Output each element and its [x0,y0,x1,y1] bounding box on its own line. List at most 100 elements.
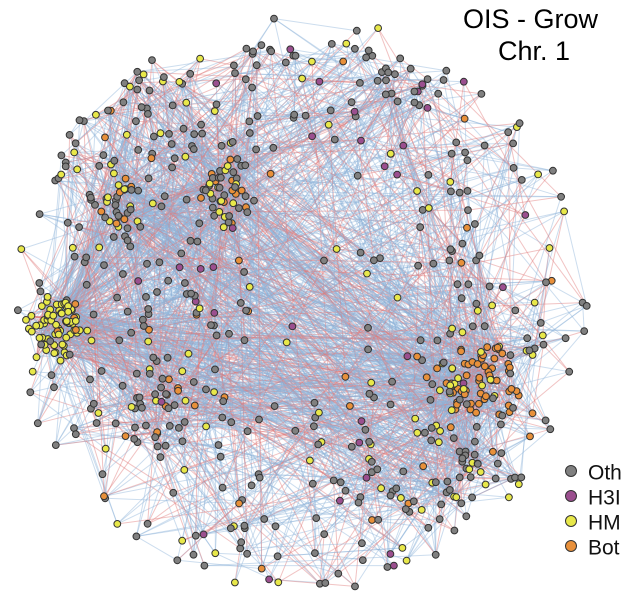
network-edge [340,481,382,489]
node-hm [448,324,457,333]
node-other [119,270,127,278]
node-h3 [423,104,432,112]
network-edge [122,273,149,342]
network-edge [245,207,326,584]
network-edge [94,204,491,379]
network-edge [47,319,477,414]
network-edge [378,518,440,521]
network-edge [95,114,351,407]
network-edge [518,247,550,485]
node-hm [196,54,205,63]
network-edge [162,81,170,134]
node-hm [245,283,254,291]
network-edge [183,128,522,181]
node-h3 [288,322,297,331]
network-edge [330,110,341,501]
network-edge [156,431,205,566]
node-both [190,401,199,410]
node-hm [27,327,36,336]
network-edge [98,189,132,248]
network-edge [39,337,456,410]
network-edge [117,226,136,428]
network-edge [103,86,131,497]
network-edge [216,104,467,469]
network-edge [222,417,260,420]
network-edge [116,80,140,197]
network-edge [152,202,498,349]
network-edge [66,299,466,452]
network-edge [141,407,460,478]
node-other [26,388,35,397]
node-other [118,381,127,390]
network-edge [76,332,477,414]
network-edge [477,388,512,464]
node-other [228,138,237,146]
network-edge [43,180,216,321]
node-h3 [209,263,218,272]
network-edge [138,145,193,151]
node-hm [274,578,283,587]
network-edge [213,391,319,445]
network-edge [293,55,296,115]
network-edge [75,70,447,305]
network-edge [36,325,462,352]
network-edge [380,487,414,502]
network-edge [174,404,466,452]
node-both [463,223,471,232]
network-edge [403,145,452,155]
network-edge [125,188,443,364]
network-edge [351,100,398,103]
node-other [243,427,252,436]
network-edge [106,201,373,473]
network-edge [103,443,371,497]
network-edge [75,433,241,549]
network-edge [293,27,379,116]
network-edge [106,198,498,349]
network-edge [131,55,294,191]
network-edge [477,399,485,464]
node-both [492,376,501,385]
node-other [362,53,371,62]
network-edge [258,419,455,498]
network-edge [230,159,520,485]
network-edge [200,58,234,66]
node-other [104,106,112,115]
node-other [525,346,534,355]
node-both [490,354,499,363]
network-edge [234,78,429,583]
network-edge [269,49,451,394]
node-hm [127,403,136,411]
network-edge [145,356,418,426]
network-edge [53,315,480,405]
network-edge [138,271,245,282]
network-edge [138,79,493,306]
network-edge [95,114,237,179]
node-other [110,156,119,165]
network-edge [185,102,240,504]
node-both [507,385,516,393]
network-edge [199,79,444,309]
network-edge [273,18,372,445]
node-h3 [418,80,427,89]
network-edge [60,330,476,443]
network-edge [273,122,520,149]
node-other [156,453,165,462]
node-other [361,425,370,434]
network-edge [451,328,473,363]
network-edge [169,425,205,535]
network-edge [65,210,565,322]
network-edge [173,492,429,529]
node-other [119,98,128,107]
network-edge [157,356,418,447]
network-edge [193,381,473,498]
network-edge [143,74,247,208]
network-edge [215,180,455,531]
network-edge [68,153,452,313]
network-edge [360,93,393,141]
network-edge [104,207,240,499]
network-edge [72,169,226,249]
network-edge [312,226,421,484]
network-edge [115,422,146,426]
network-edge [364,355,408,431]
network-edge [156,283,458,362]
